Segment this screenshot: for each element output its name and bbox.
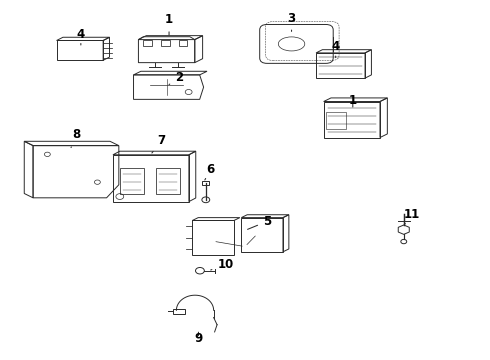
Text: 2: 2 [169, 71, 183, 85]
Bar [316, 53, 365, 78]
Text: 4: 4 [332, 40, 340, 58]
Text: 11: 11 [403, 208, 420, 225]
Text: 10: 10 [211, 258, 234, 271]
Bar [323, 102, 380, 138]
Bar [179, 40, 188, 46]
Bar [161, 40, 170, 46]
Bar [242, 217, 283, 252]
Bar [173, 309, 185, 314]
Bar [120, 168, 144, 194]
Text: 4: 4 [77, 28, 85, 45]
Bar [192, 220, 234, 255]
Text: 9: 9 [195, 332, 202, 345]
Bar [156, 168, 180, 194]
Bar [202, 181, 209, 185]
Bar [326, 112, 346, 129]
Text: 7: 7 [152, 134, 166, 153]
Text: 3: 3 [288, 12, 295, 31]
Text: 5: 5 [247, 215, 271, 229]
Text: 8: 8 [71, 129, 80, 148]
Bar [144, 40, 152, 46]
Bar [56, 40, 103, 60]
Text: 1: 1 [349, 94, 357, 107]
Text: 1: 1 [165, 13, 173, 35]
Bar [113, 155, 189, 202]
Text: 6: 6 [205, 163, 215, 180]
